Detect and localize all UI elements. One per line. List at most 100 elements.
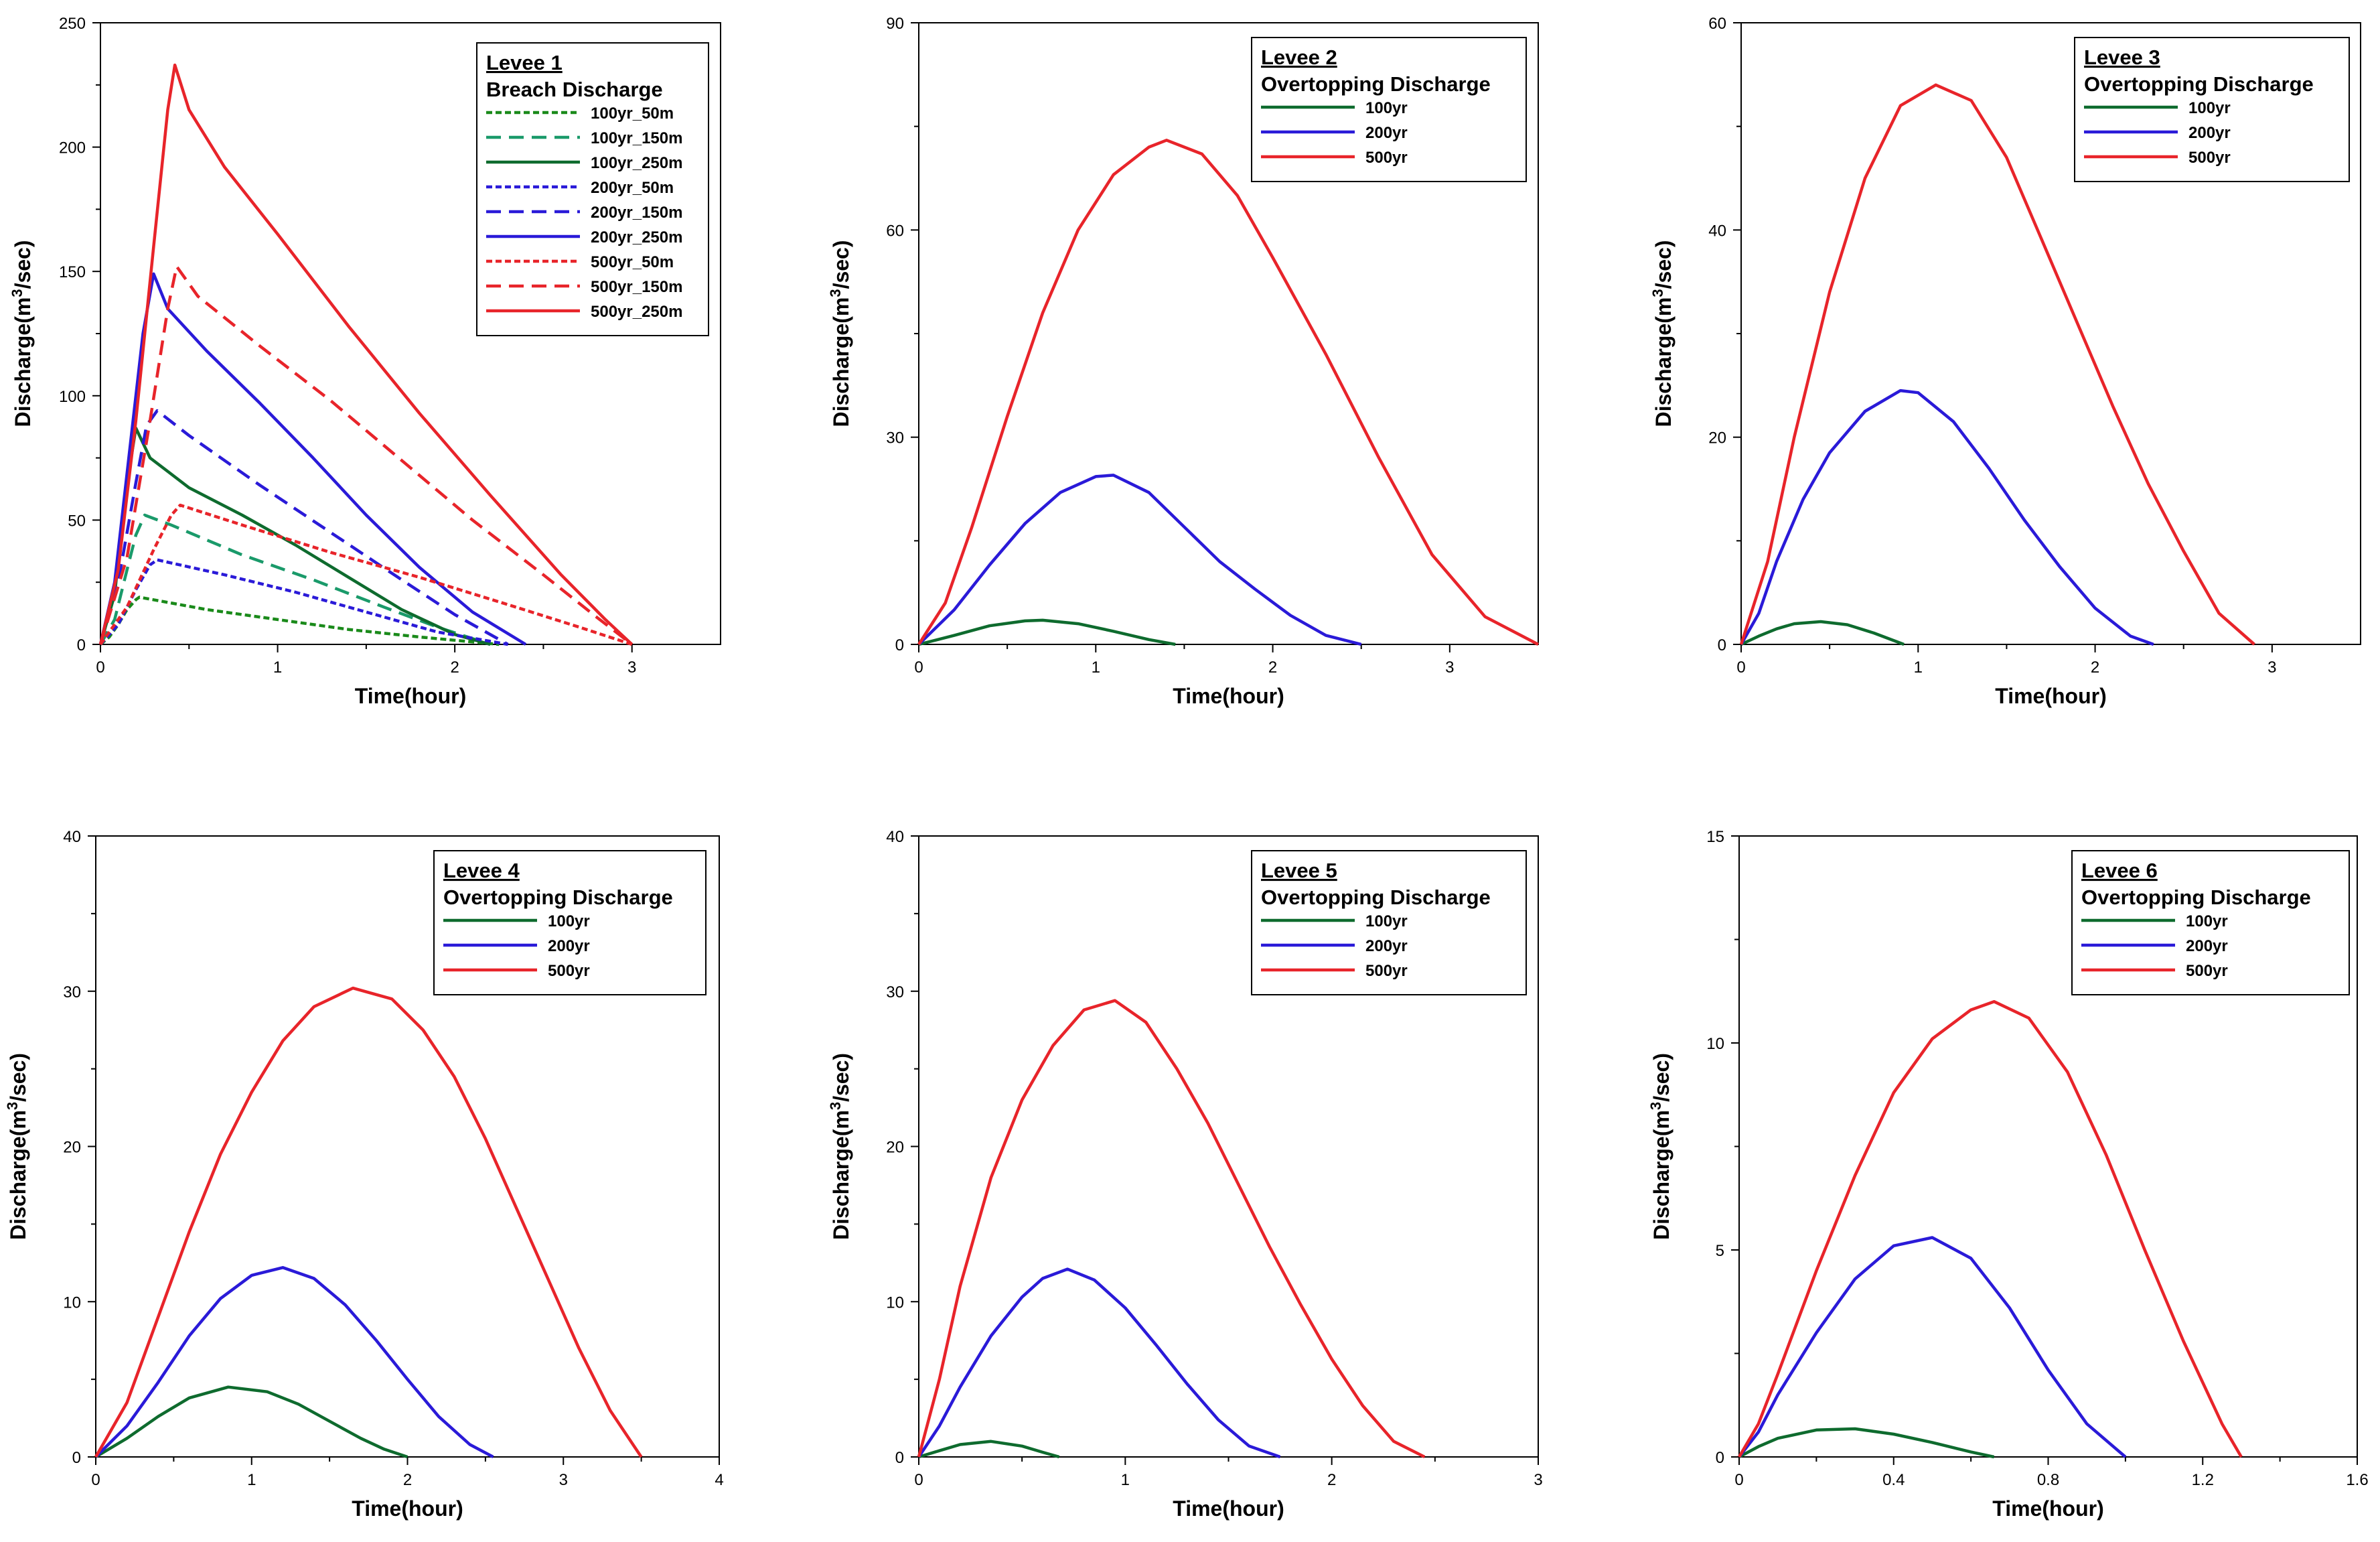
y-axis-title-main: Discharge(m <box>6 1110 30 1240</box>
y-tick-label: 250 <box>59 15 86 33</box>
y-axis-title-main: Discharge(m <box>829 297 853 427</box>
series-line-200yr <box>1738 1236 2127 1458</box>
y-axis-title-end: /sec) <box>829 1053 853 1102</box>
x-tick-label: 1 <box>1092 658 1100 677</box>
y-tick-label: 0 <box>1718 636 1726 654</box>
series-line-500yr-250m <box>98 63 634 646</box>
legend-label: 200yr_150m <box>591 204 682 222</box>
y-axis-title-end: /sec) <box>6 1053 30 1102</box>
x-tick-label: 2 <box>2091 658 2099 677</box>
y-tick-label: 15 <box>1706 828 1724 846</box>
panel-4: 0 1 2 3 4010203040Time(hour)Discharge(m3/sec… <box>4 828 724 1521</box>
y-tick-label: 100 <box>59 388 86 406</box>
series-line-200yr <box>917 1267 1281 1459</box>
series-line-100yr <box>918 618 1176 646</box>
legend-title: Levee 5 <box>1261 859 1337 882</box>
y-axis-title-end: /sec) <box>11 240 35 289</box>
x-tick-label: 1 <box>273 658 282 677</box>
legend-label: 100yr_50m <box>591 104 674 123</box>
y-axis-title: Discharge(m3/sec) <box>827 1053 853 1240</box>
x-tick-label: 3 <box>559 1471 568 1489</box>
y-tick-label: 0 <box>1716 1449 1724 1467</box>
x-tick-label: 3 <box>1534 1471 1542 1489</box>
x-tick-label: 0.4 <box>1882 1471 1905 1489</box>
legend-subtitle: Overtopping Discharge <box>2081 886 2311 909</box>
x-tick-label: 1.2 <box>2192 1471 2214 1489</box>
y-tick-label: 10 <box>1706 1035 1724 1053</box>
x-tick-label: 1.6 <box>2346 1471 2368 1489</box>
legend-label: 500yr <box>2188 149 2231 167</box>
y-tick-label: 0 <box>77 636 86 654</box>
y-tick-label: 0 <box>72 1449 81 1467</box>
series-line-100yr <box>94 1385 408 1459</box>
x-tick-label: 2 <box>1268 658 1277 677</box>
legend-label: 100yr <box>2188 99 2231 117</box>
panel-5: 0 1 2 3010203040Time(hour)Discharge(m3/sec)… <box>827 828 1543 1521</box>
y-tick-label: 30 <box>886 429 904 447</box>
legend: Levee 4 Overtopping Discharge 100yr 200yr 50… <box>433 850 706 995</box>
y-tick-label: 0 <box>895 1449 904 1467</box>
y-axis-title: Discharge(m3/sec) <box>827 240 853 427</box>
panel-1: 0 1 2 3 0 50 100 150 200 250 Time(hour) Discharge(m… <box>9 15 721 708</box>
x-tick-label: 2 <box>1327 1471 1336 1489</box>
legend-label: 100yr <box>1365 99 1408 117</box>
x-tick-label: 3 <box>2267 658 2276 677</box>
y-tick-label: 150 <box>59 263 86 281</box>
y-tick-label: 0 <box>895 636 904 654</box>
series-line-200yr-150m <box>98 409 509 646</box>
series-line-100yr-50m <box>99 595 500 646</box>
y-tick-label: 30 <box>886 983 904 1001</box>
x-axis-title: Time(hour) <box>352 1496 463 1521</box>
legend-label: 500yr <box>2186 962 2228 980</box>
legend-label: 500yr <box>548 962 590 980</box>
legend: Levee 5 Overtopping Discharge 100yr 200yr 50… <box>1251 850 1527 995</box>
series-line-500yr <box>94 986 643 1458</box>
series-line-200yr <box>1740 389 2154 646</box>
x-axis-title: Time(hour) <box>1173 1496 1284 1521</box>
x-tick-label: 1 <box>247 1471 256 1489</box>
legend-label: 100yr_250m <box>591 154 682 172</box>
y-axis-title-main: Discharge(m <box>1649 1110 1674 1240</box>
series-line-500yr-50m <box>99 503 633 646</box>
y-tick-label: 20 <box>886 1139 904 1157</box>
y-axis-title: Discharge(m3/sec) <box>1647 1053 1674 1240</box>
panel-2: 0 1 2 30306090Time(hour)Discharge(m3/sec)Le… <box>827 15 1540 708</box>
x-tick-label: 3 <box>627 658 636 677</box>
legend-label: 100yr <box>2186 912 2228 930</box>
y-axis-title-superscript: 3 <box>1649 289 1666 297</box>
y-axis-title-superscript: 3 <box>1647 1102 1664 1110</box>
series-line-100yr-150m <box>99 513 491 646</box>
y-tick-label: 60 <box>1708 15 1726 33</box>
legend-subtitle: Overtopping Discharge <box>2084 72 2314 96</box>
legend-label: 500yr <box>1365 962 1408 980</box>
legend-title: Levee 2 <box>1261 46 1337 69</box>
series-line-500yr <box>1739 83 2255 646</box>
y-tick-label: 40 <box>886 828 904 846</box>
legend-label: 200yr <box>1365 937 1408 955</box>
legend-label: 500yr_50m <box>591 253 674 271</box>
series-line-500yr <box>917 139 1540 646</box>
y-axis-title: Discharge(m3/sec) <box>1649 240 1676 427</box>
y-axis-title-main: Discharge(m <box>11 297 35 427</box>
series-line-100yr <box>1738 1427 1995 1459</box>
legend: Levee 3 Overtopping Discharge 100yr 200yr 50… <box>2074 37 2350 182</box>
y-tick-label: 30 <box>63 983 81 1001</box>
x-tick-label: 4 <box>715 1471 723 1489</box>
legend-title: Levee 6 <box>2081 859 2158 882</box>
series-line-200yr <box>94 1266 494 1458</box>
x-tick-label: 0 <box>91 1471 100 1489</box>
panel-3: 0 1 2 30204060Time(hour)Discharge(m3/sec)Le… <box>1649 15 2361 708</box>
y-tick-label: 20 <box>1708 429 1726 447</box>
legend-label: 200yr <box>2188 124 2231 142</box>
series-line-500yr <box>917 999 1426 1459</box>
y-tick-label: 5 <box>1716 1242 1724 1260</box>
legend-label: 100yr <box>1365 912 1408 930</box>
x-axis-title: Time(hour) <box>1173 684 1284 708</box>
y-tick-label: 40 <box>1708 222 1726 240</box>
y-axis-title-main: Discharge(m <box>1651 297 1676 427</box>
legend-subtitle: Overtopping Discharge <box>443 886 673 909</box>
y-tick-label: 90 <box>886 15 904 33</box>
y-tick-label: 200 <box>59 139 86 157</box>
series-line-100yr <box>1740 620 1905 646</box>
